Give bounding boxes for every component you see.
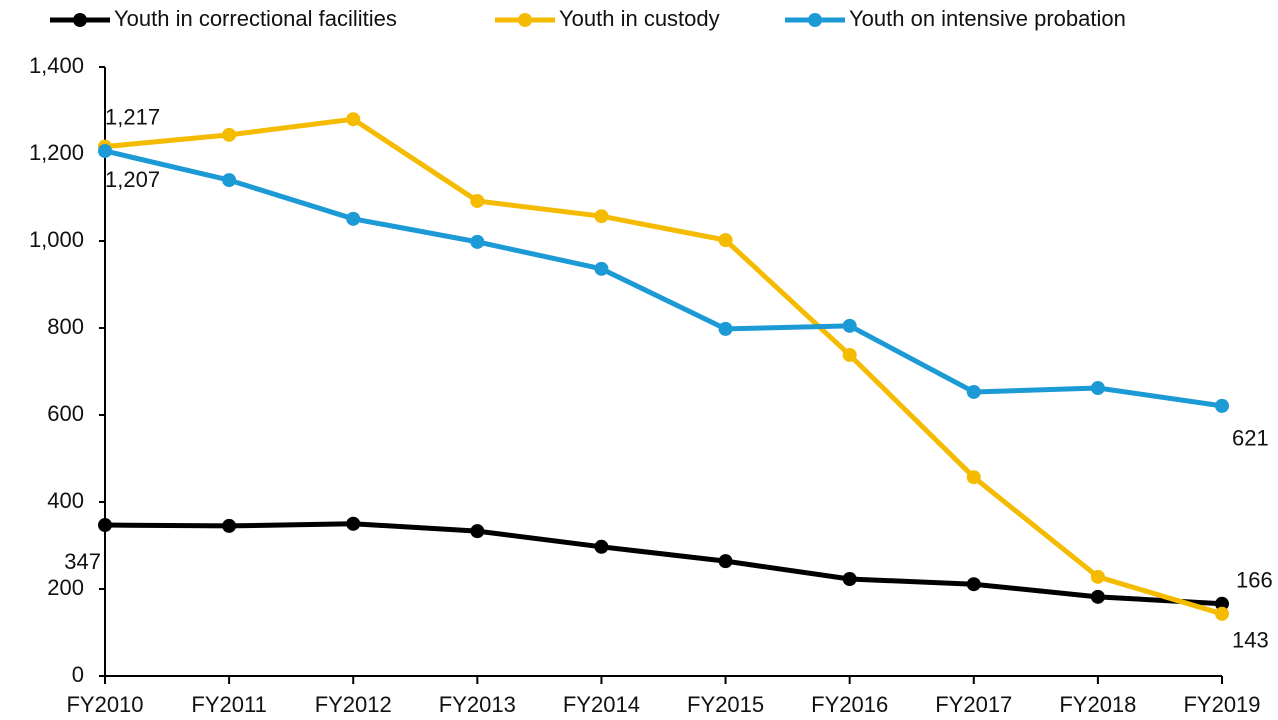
series-line [104,148,1223,409]
y-tick-label: 600 [47,401,84,426]
y-tick-label: 800 [47,314,84,339]
data-label: 1,217 [105,104,160,129]
data-point [718,233,733,248]
data-point [966,384,981,399]
data-point [470,234,485,249]
data-label: 166 [1236,568,1273,593]
data-label: 143 [1232,628,1269,653]
data-point [842,318,857,333]
data-point [594,261,609,276]
x-tick-label: FY2016 [811,692,888,717]
data-point [1090,569,1105,584]
data-point [470,193,485,208]
x-tick-label: FY2019 [1183,692,1260,717]
legend-label: Youth in custody [559,6,720,31]
data-point [222,173,237,188]
y-tick-label: 1,000 [29,227,84,252]
x-tick-label: FY2013 [439,692,516,717]
data-point [842,571,857,586]
x-tick-label: FY2010 [66,692,143,717]
series-line [104,521,1223,607]
x-tick-label: FY2018 [1059,692,1136,717]
data-point [1215,606,1229,621]
data-point [966,577,981,592]
x-tick-label: FY2011 [191,692,266,717]
x-tick-label: FY2015 [687,692,764,717]
data-point [718,321,733,336]
x-tick-label: FY2017 [935,692,1012,717]
legend-marker [808,13,822,27]
data-label: 1,207 [105,167,160,192]
y-tick-label: 200 [47,575,84,600]
y-tick-label: 400 [47,488,84,513]
data-point [346,516,361,531]
data-point [594,539,609,554]
data-point [98,143,112,158]
data-point [346,211,361,226]
data-point [222,127,237,142]
series-line [104,116,1223,617]
data-point [222,518,237,533]
data-point [1215,398,1229,413]
legend-marker [73,13,87,27]
y-tick-label: 1,400 [29,53,84,78]
data-point [1215,596,1229,611]
data-point [718,554,733,569]
legend-label: Youth in correctional facilities [114,6,397,31]
data-point [1090,589,1105,604]
x-tick-label: FY2014 [563,692,640,717]
legend-label: Youth on intensive probation [849,6,1126,31]
legend-marker [518,13,532,27]
data-point [594,209,609,224]
data-label: 347 [64,549,101,574]
data-label: 621 [1232,426,1269,451]
data-point [842,347,857,362]
data-point [470,524,485,539]
y-tick-label: 0 [72,662,84,687]
data-point [966,470,981,485]
x-tick-label: FY2012 [315,692,392,717]
data-point [346,112,361,127]
data-point [98,518,112,533]
y-tick-label: 1,200 [29,140,84,165]
data-point [1090,381,1105,396]
